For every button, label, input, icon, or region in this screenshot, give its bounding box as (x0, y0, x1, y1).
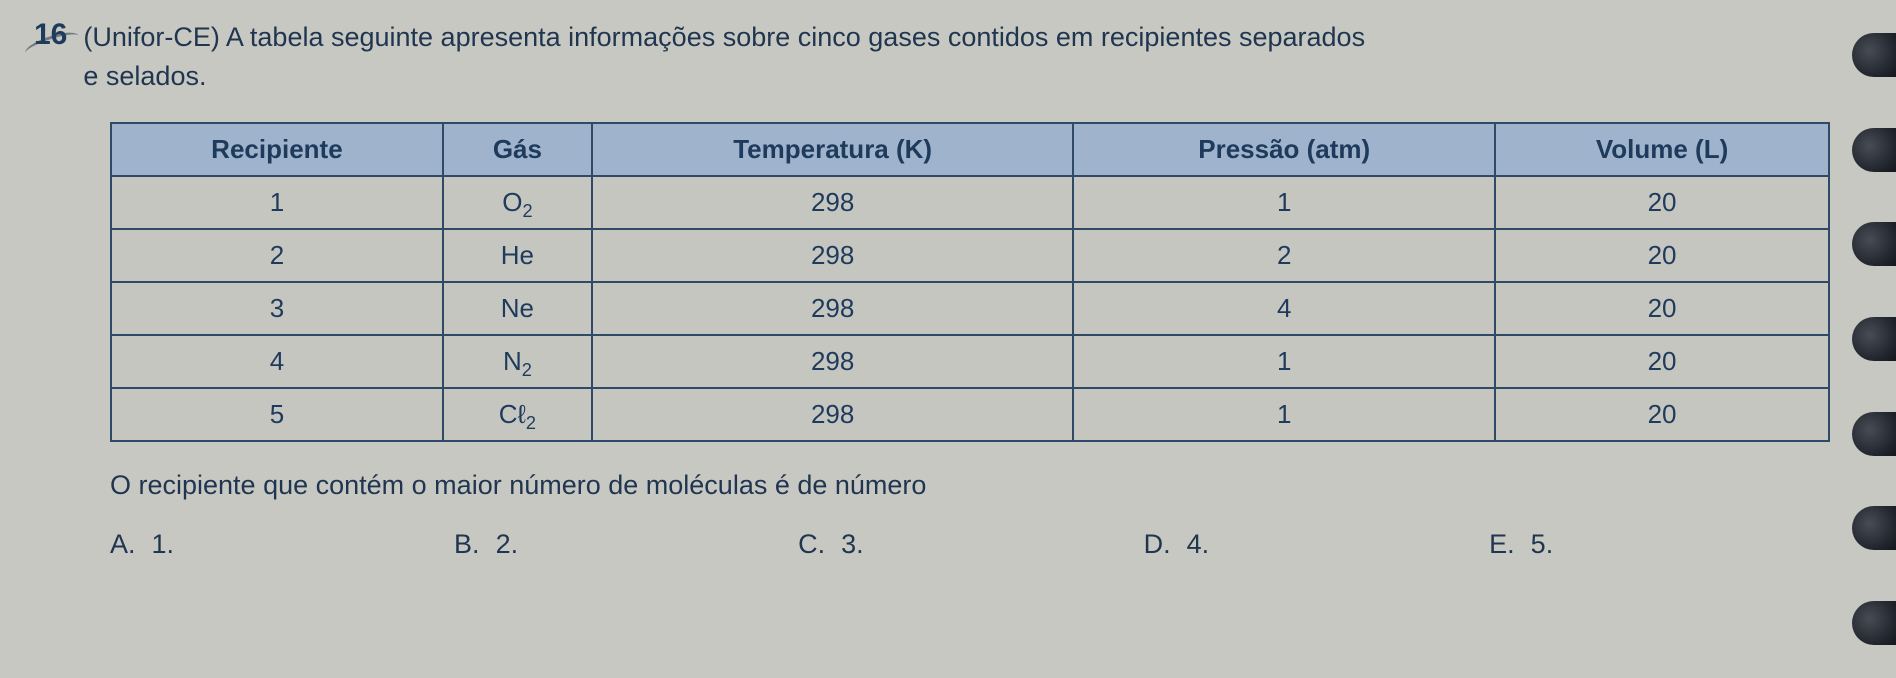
option-value: 1. (152, 529, 175, 560)
cell-volume: 20 (1495, 335, 1829, 388)
option-a: A. 1. (110, 529, 174, 560)
cell-gas: O2 (443, 176, 592, 229)
cell-volume: 20 (1495, 282, 1829, 335)
cell-temperatura: 298 (592, 229, 1073, 282)
binding-ring-icon (1852, 506, 1896, 550)
cell-recipiente: 1 (111, 176, 443, 229)
cell-recipiente: 4 (111, 335, 443, 388)
cell-recipiente: 5 (111, 388, 443, 441)
question-number: 16 (30, 18, 71, 54)
cell-gas: Cℓ2 (443, 388, 592, 441)
col-recipiente: Recipiente (111, 123, 443, 176)
gas-sub: 2 (526, 413, 536, 433)
col-pressao: Pressão (atm) (1073, 123, 1495, 176)
gas-sub: 2 (522, 360, 532, 380)
table-row: 1 O2 298 1 20 (111, 176, 1829, 229)
gas-table-container: Recipiente Gás Temperatura (K) Pressão (… (110, 122, 1830, 442)
table-row: 2 He 298 2 20 (111, 229, 1829, 282)
binding-ring-icon (1852, 412, 1896, 456)
binding-ring-icon (1852, 33, 1896, 77)
exercise-page: 16 (Unifor-CE) A tabela seguinte apresen… (0, 0, 1896, 560)
cell-pressao: 4 (1073, 282, 1495, 335)
gas-base: Cℓ (499, 399, 526, 429)
binding-ring-icon (1852, 601, 1896, 645)
cell-gas: N2 (443, 335, 592, 388)
cell-pressao: 2 (1073, 229, 1495, 282)
cell-pressao: 1 (1073, 176, 1495, 229)
binding-ring-icon (1852, 222, 1896, 266)
cell-volume: 20 (1495, 229, 1829, 282)
question-text: (Unifor-CE) A tabela seguinte apresenta … (83, 18, 1365, 96)
binding-ring-icon (1852, 317, 1896, 361)
question-header: 16 (Unifor-CE) A tabela seguinte apresen… (30, 18, 1836, 96)
option-value: 5. (1531, 529, 1554, 560)
question-line-1: (Unifor-CE) A tabela seguinte apresenta … (83, 22, 1365, 52)
gas-base: N (503, 346, 522, 376)
gas-table: Recipiente Gás Temperatura (K) Pressão (… (110, 122, 1830, 442)
option-value: 4. (1187, 529, 1210, 560)
cell-temperatura: 298 (592, 282, 1073, 335)
question-line-2: e selados. (83, 61, 206, 91)
cell-pressao: 1 (1073, 335, 1495, 388)
cell-volume: 20 (1495, 176, 1829, 229)
option-letter: D. (1144, 529, 1171, 560)
option-e: E. 5. (1489, 529, 1553, 560)
option-letter: E. (1489, 529, 1515, 560)
spiral-binding (1852, 0, 1896, 678)
col-volume: Volume (L) (1495, 123, 1829, 176)
cell-temperatura: 298 (592, 335, 1073, 388)
table-body: 1 O2 298 1 20 2 He 298 2 20 (111, 176, 1829, 441)
table-row: 5 Cℓ2 298 1 20 (111, 388, 1829, 441)
cell-recipiente: 2 (111, 229, 443, 282)
gas-sub: 2 (522, 201, 532, 221)
cell-temperatura: 298 (592, 388, 1073, 441)
answer-options: A. 1. B. 2. C. 3. D. 4. E. 5. (110, 529, 1836, 560)
option-letter: A. (110, 529, 136, 560)
cell-gas: Ne (443, 282, 592, 335)
table-row: 3 Ne 298 4 20 (111, 282, 1829, 335)
gas-base: O (502, 187, 522, 217)
option-letter: C. (798, 529, 825, 560)
cell-volume: 20 (1495, 388, 1829, 441)
cell-gas: He (443, 229, 592, 282)
col-temperatura: Temperatura (K) (592, 123, 1073, 176)
question-prompt: O recipiente que contém o maior número d… (110, 470, 1836, 501)
option-c: C. 3. (798, 529, 864, 560)
table-row: 4 N2 298 1 20 (111, 335, 1829, 388)
option-letter: B. (454, 529, 480, 560)
gas-base: Ne (501, 293, 534, 323)
binding-ring-icon (1852, 128, 1896, 172)
option-value: 2. (496, 529, 519, 560)
cell-recipiente: 3 (111, 282, 443, 335)
cell-temperatura: 298 (592, 176, 1073, 229)
cell-pressao: 1 (1073, 388, 1495, 441)
table-header-row: Recipiente Gás Temperatura (K) Pressão (… (111, 123, 1829, 176)
col-gas: Gás (443, 123, 592, 176)
option-b: B. 2. (454, 529, 518, 560)
option-d: D. 4. (1144, 529, 1210, 560)
gas-base: He (501, 240, 534, 270)
option-value: 3. (841, 529, 864, 560)
